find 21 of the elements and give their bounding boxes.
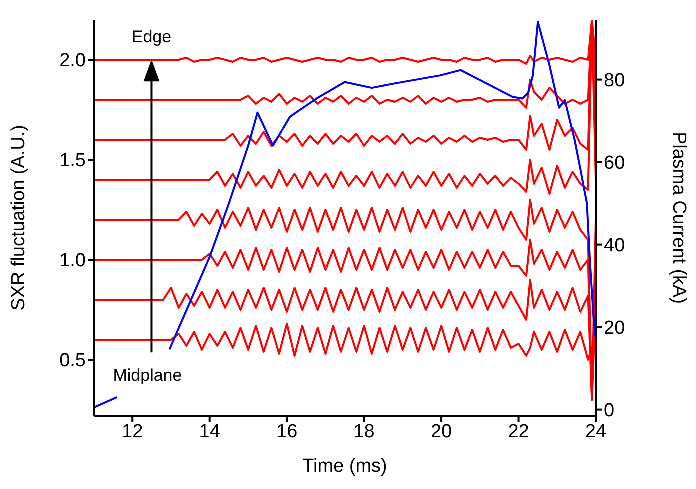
annotation: Midplane [113, 366, 182, 385]
y-tick-label: 2.0 [60, 50, 86, 72]
y-axis-title: SXR fluctuation (A.U.) [8, 125, 30, 311]
y2-tick-label: 20 [604, 318, 626, 340]
y2-tick-label: 60 [604, 153, 626, 174]
x-tick-label: 16 [276, 421, 298, 442]
y-tick-label: 0.5 [60, 350, 86, 372]
x-tick-label: 14 [199, 421, 221, 442]
x-tick-label: 18 [354, 421, 375, 442]
x-tick-label: 20 [430, 421, 452, 442]
x-tick-label: 12 [122, 421, 144, 442]
x-tick-label: 24 [585, 421, 607, 442]
y2-tick-label: 80 [604, 70, 626, 92]
y-tick-label: 1.5 [60, 150, 86, 172]
annotation: Edge [132, 27, 172, 46]
y2-axis-title: Plasma Current (kA) [668, 132, 690, 304]
y2-tick-label: 40 [604, 236, 626, 257]
y-tick-label: 1.0 [60, 250, 86, 272]
y2-tick-label: 0 [604, 400, 615, 422]
x-tick-label: 22 [508, 421, 530, 442]
x-axis-title: Time (ms) [302, 456, 388, 477]
